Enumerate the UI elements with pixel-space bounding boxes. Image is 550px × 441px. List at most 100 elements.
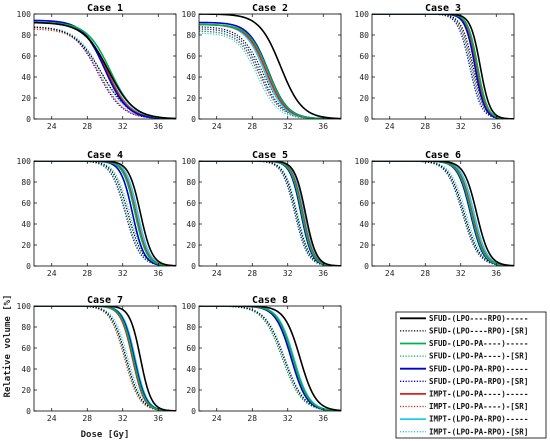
series-line <box>34 306 176 411</box>
legend-label: IMPT-(LPO-PA-RPO)-[SR] <box>429 427 528 436</box>
series-line <box>34 161 176 266</box>
series-line <box>199 306 341 411</box>
series-line <box>34 161 176 266</box>
panels: Case 1 24 28 32 36 0 20 40 60 80 100 Case 2 24 28 32 36… <box>17 3 515 423</box>
series-line <box>372 161 514 266</box>
series-line <box>199 306 341 411</box>
legend-label: IMPT-(LPO-PA-RPO)----- <box>429 415 528 424</box>
axes-box <box>198 13 342 120</box>
y-tick-label: 80 <box>21 31 31 40</box>
curves <box>199 14 341 119</box>
x-tick-label: 24 <box>385 122 395 131</box>
y-tick-label: 80 <box>186 31 196 40</box>
y-tick-label: 80 <box>359 31 369 40</box>
series-line <box>34 21 176 119</box>
series-line <box>199 161 341 266</box>
panel-title: Case 6 <box>425 150 461 161</box>
series-line <box>199 306 341 411</box>
legend-label: SFUD-(LPO----RPO)-[SR] <box>429 327 528 336</box>
x-tick-label: 24 <box>212 414 222 423</box>
panel-title: Case 8 <box>252 295 288 306</box>
series-line <box>199 306 341 411</box>
x-tick-label: 28 <box>247 414 257 423</box>
x-tick-label: 28 <box>420 269 430 278</box>
panel-title: Case 1 <box>87 3 123 14</box>
series-line <box>372 161 514 266</box>
y-tick-label: 0 <box>191 407 196 416</box>
y-tick-label: 100 <box>182 302 197 311</box>
panel-4: Case 4 24 28 32 36 0 20 40 60 80 100 <box>17 150 177 278</box>
x-tick-label: 32 <box>456 122 466 131</box>
curves <box>372 14 514 119</box>
curves <box>34 161 176 266</box>
y-tick-label: 40 <box>359 220 369 229</box>
x-tick-label: 24 <box>47 414 57 423</box>
series-line <box>199 14 341 119</box>
x-tick-label: 32 <box>118 269 128 278</box>
axes-box <box>371 160 515 267</box>
y-tick-label: 20 <box>359 94 369 103</box>
series-line <box>199 306 341 411</box>
series-line <box>199 161 341 266</box>
series-line <box>199 161 341 266</box>
series-line <box>199 306 341 411</box>
series-line <box>199 161 341 266</box>
panel-title: Case 7 <box>87 295 123 306</box>
y-tick-label: 0 <box>191 262 196 271</box>
series-line <box>199 161 341 266</box>
panel-3: Case 3 24 28 32 36 0 20 40 60 80 100 <box>355 3 515 131</box>
y-tick-label: 20 <box>21 94 31 103</box>
series-line <box>34 161 176 266</box>
y-tick-label: 80 <box>21 323 31 332</box>
y-tick-label: 0 <box>26 407 31 416</box>
series-line <box>34 161 176 266</box>
panel-7: Case 7 24 28 32 36 0 20 40 60 80 100 <box>17 295 177 423</box>
y-tick-label: 60 <box>186 199 196 208</box>
panel-2: Case 2 24 28 32 36 0 20 40 60 80 100 <box>182 3 342 131</box>
series-line <box>34 306 176 411</box>
series-line <box>199 21 341 119</box>
series-line <box>34 306 176 411</box>
y-tick-label: 80 <box>21 178 31 187</box>
y-tick-label: 60 <box>21 52 31 61</box>
axes-box <box>198 160 342 267</box>
axes-box <box>33 13 177 120</box>
y-tick-label: 100 <box>355 10 370 19</box>
series-line <box>372 14 514 119</box>
series-line <box>199 161 341 266</box>
series-line <box>34 19 176 119</box>
series-line <box>372 161 514 266</box>
y-tick-label: 0 <box>26 262 31 271</box>
x-tick-label: 28 <box>420 122 430 131</box>
x-tick-label: 32 <box>118 122 128 131</box>
series-line <box>372 161 514 266</box>
series-line <box>372 161 514 266</box>
x-tick-label: 32 <box>283 269 293 278</box>
series-line <box>372 14 514 119</box>
y-tick-label: 20 <box>186 386 196 395</box>
series-line <box>34 306 176 411</box>
x-tick-label: 36 <box>318 414 328 423</box>
series-line <box>199 161 341 266</box>
series-line <box>34 28 176 119</box>
legend-label: SFUD-(LPO-PA----)-[SR] <box>429 352 528 361</box>
panel-title: Case 3 <box>425 3 461 14</box>
series-line <box>34 306 176 411</box>
panel-title: Case 2 <box>252 3 288 14</box>
x-tick-label: 28 <box>82 269 92 278</box>
x-tick-label: 32 <box>118 414 128 423</box>
y-axis-label: Relative volume [%] <box>2 295 13 398</box>
series-line <box>34 161 176 266</box>
series-line <box>34 161 176 266</box>
series-line <box>372 14 514 119</box>
series-line <box>199 161 341 266</box>
y-tick-label: 80 <box>186 178 196 187</box>
x-tick-label: 24 <box>212 122 222 131</box>
legend-label: IMPT-(LPO-PA----)-[SR] <box>429 402 528 411</box>
y-tick-label: 100 <box>182 157 197 166</box>
y-tick-label: 0 <box>364 115 369 124</box>
legend-label: SFUD-(LPO-PA-RPO)----- <box>429 364 528 373</box>
y-tick-label: 100 <box>17 302 32 311</box>
series-line <box>372 14 514 119</box>
